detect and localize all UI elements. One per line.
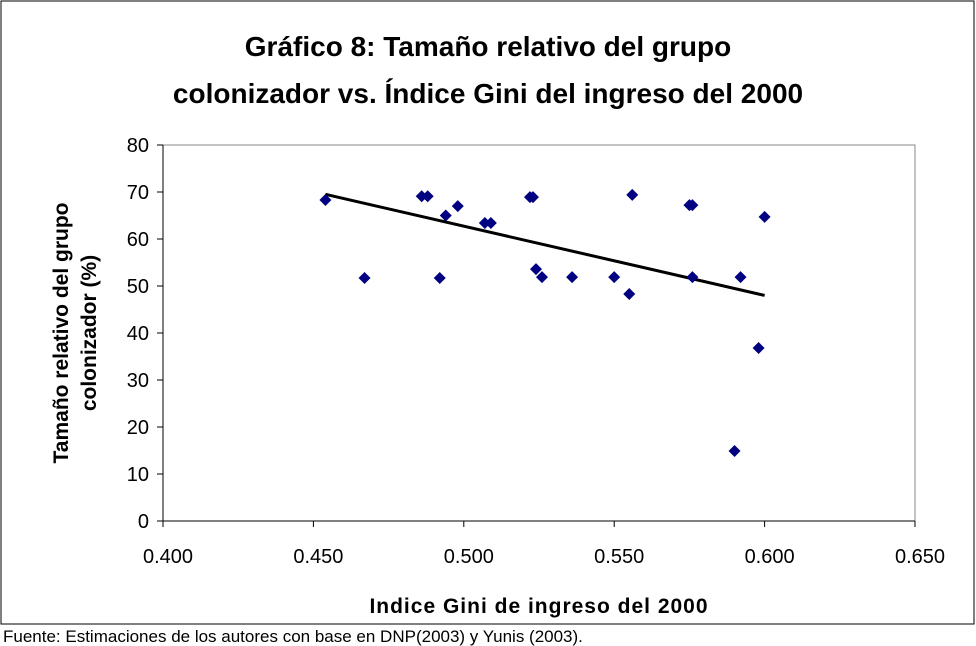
point	[608, 271, 621, 284]
point	[433, 272, 446, 285]
y-tick-label: 0	[138, 511, 149, 533]
y-tick-label: 40	[127, 323, 149, 345]
x-tick-label: 0.400	[143, 546, 193, 568]
chart-title: Gráfico 8: Tamaño relativo del grupo	[245, 31, 731, 62]
point	[758, 210, 771, 223]
point	[319, 193, 332, 206]
x-tick-label: 0.650	[895, 546, 945, 568]
point	[566, 271, 579, 284]
y-tick-label: 30	[127, 370, 149, 392]
point	[686, 199, 699, 212]
x-tick-label: 0.450	[293, 546, 343, 568]
y-tick-label: 10	[127, 464, 149, 486]
point	[415, 190, 428, 203]
point	[478, 217, 491, 230]
x-axis-label: Indice Gini de ingreso del 2000	[369, 595, 708, 618]
point	[728, 444, 741, 457]
y-tick-label: 60	[127, 229, 149, 251]
point	[439, 209, 452, 222]
y-tick-label: 70	[127, 182, 149, 204]
y-tick-label: 50	[127, 276, 149, 298]
y-tick-label: 80	[127, 135, 149, 157]
point	[358, 272, 371, 285]
point	[686, 271, 699, 284]
point	[626, 188, 639, 201]
point	[451, 200, 464, 213]
y-tick-label: 20	[127, 417, 149, 439]
point	[536, 271, 549, 284]
point	[484, 217, 497, 230]
point	[752, 342, 765, 355]
source-note: Fuente: Estimaciones de los autores con …	[3, 627, 583, 646]
point	[421, 190, 434, 203]
point	[734, 271, 747, 284]
y-axis-label: colonizador (%)	[78, 255, 101, 411]
x-tick-label: 0.600	[745, 546, 795, 568]
y-axis-label: Tamaño relativo del grupo	[50, 203, 73, 464]
x-tick-label: 0.550	[594, 546, 644, 568]
point	[526, 191, 539, 204]
point	[529, 263, 542, 276]
point	[623, 287, 636, 300]
chart-title: colonizador vs. Índice Gini del ingreso …	[173, 78, 803, 109]
x-tick-label: 0.500	[444, 546, 494, 568]
